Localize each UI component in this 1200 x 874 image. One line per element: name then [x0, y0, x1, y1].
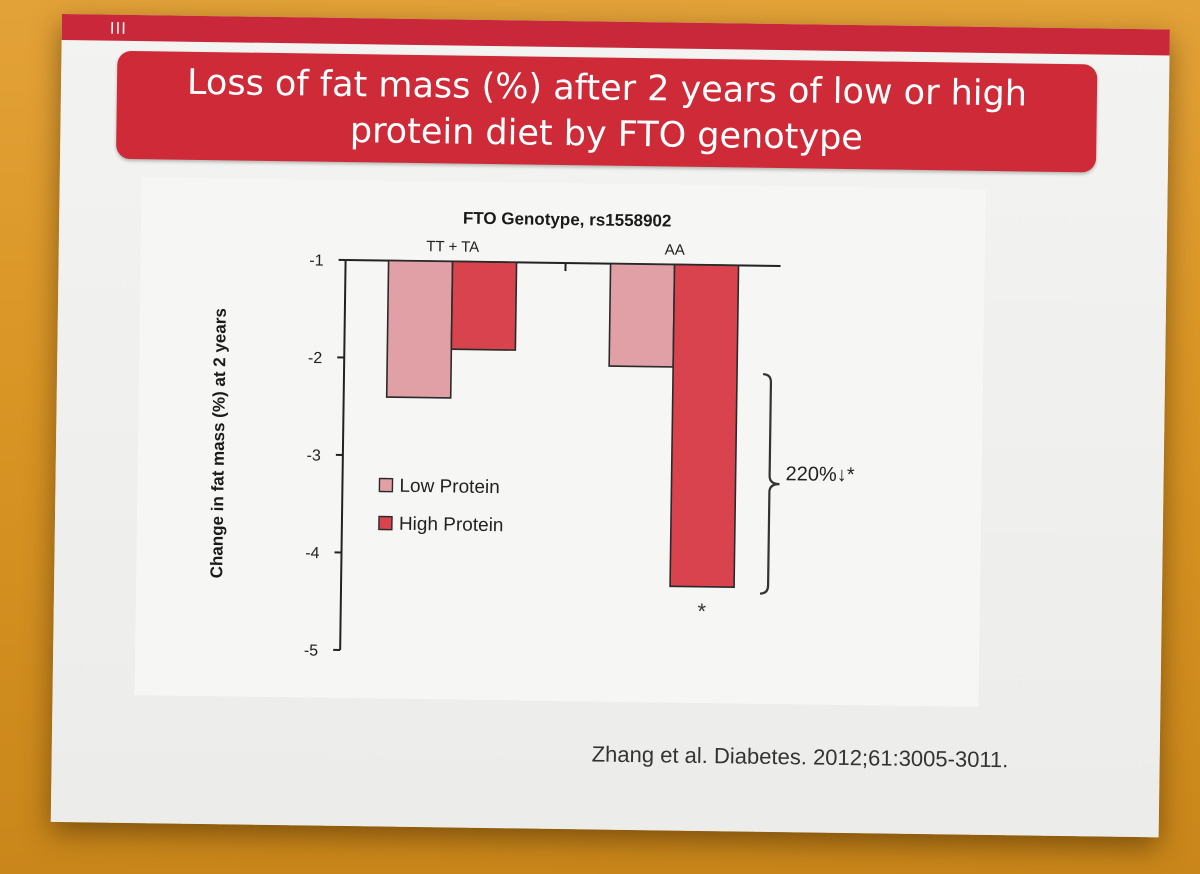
- citation: Zhang et al. Diabetes. 2012;61:3005-3011…: [591, 741, 1009, 773]
- bar: [385, 259, 454, 399]
- legend-swatch: [378, 477, 394, 493]
- bracket-label: 220%↓*: [785, 463, 854, 486]
- slide-top-bar: III: [61, 14, 1170, 56]
- y-tick-label: -2: [308, 350, 323, 367]
- legend-swatch: [378, 515, 393, 531]
- category-label: AA: [665, 241, 685, 258]
- bar: [608, 262, 676, 368]
- y-tick-label: -3: [307, 447, 322, 464]
- significance-bracket: [759, 373, 780, 595]
- legend-label: High Protein: [399, 514, 504, 536]
- y-tick-label: -1: [309, 252, 324, 269]
- slide: III Loss of fat mass (%) after 2 years o…: [50, 14, 1170, 838]
- category-label: TT + TA: [426, 238, 479, 256]
- bar-chart: FTO Genotype, rs1558902 TT + TA AA -1 -2 -3…: [207, 209, 855, 660]
- slide-marker: III: [109, 18, 128, 38]
- y-tick-label: -5: [304, 642, 319, 659]
- y-tick-label: -4: [305, 545, 320, 562]
- slide-title: Loss of fat mass (%) after 2 years of lo…: [186, 62, 1028, 159]
- chart-title: FTO Genotype, rs1558902: [463, 209, 672, 231]
- chart-panel: FTO Genotype, rs1558902 TT + TA AA -1 -2 -3…: [134, 177, 986, 707]
- bar: [450, 260, 518, 351]
- title-banner: Loss of fat mass (%) after 2 years of lo…: [115, 50, 1098, 173]
- bar: [669, 263, 740, 589]
- significance-asterisk: *: [697, 599, 706, 624]
- y-axis-label: Change in fat mass (%) at 2 years: [207, 308, 230, 578]
- legend-label: Low Protein: [399, 476, 500, 498]
